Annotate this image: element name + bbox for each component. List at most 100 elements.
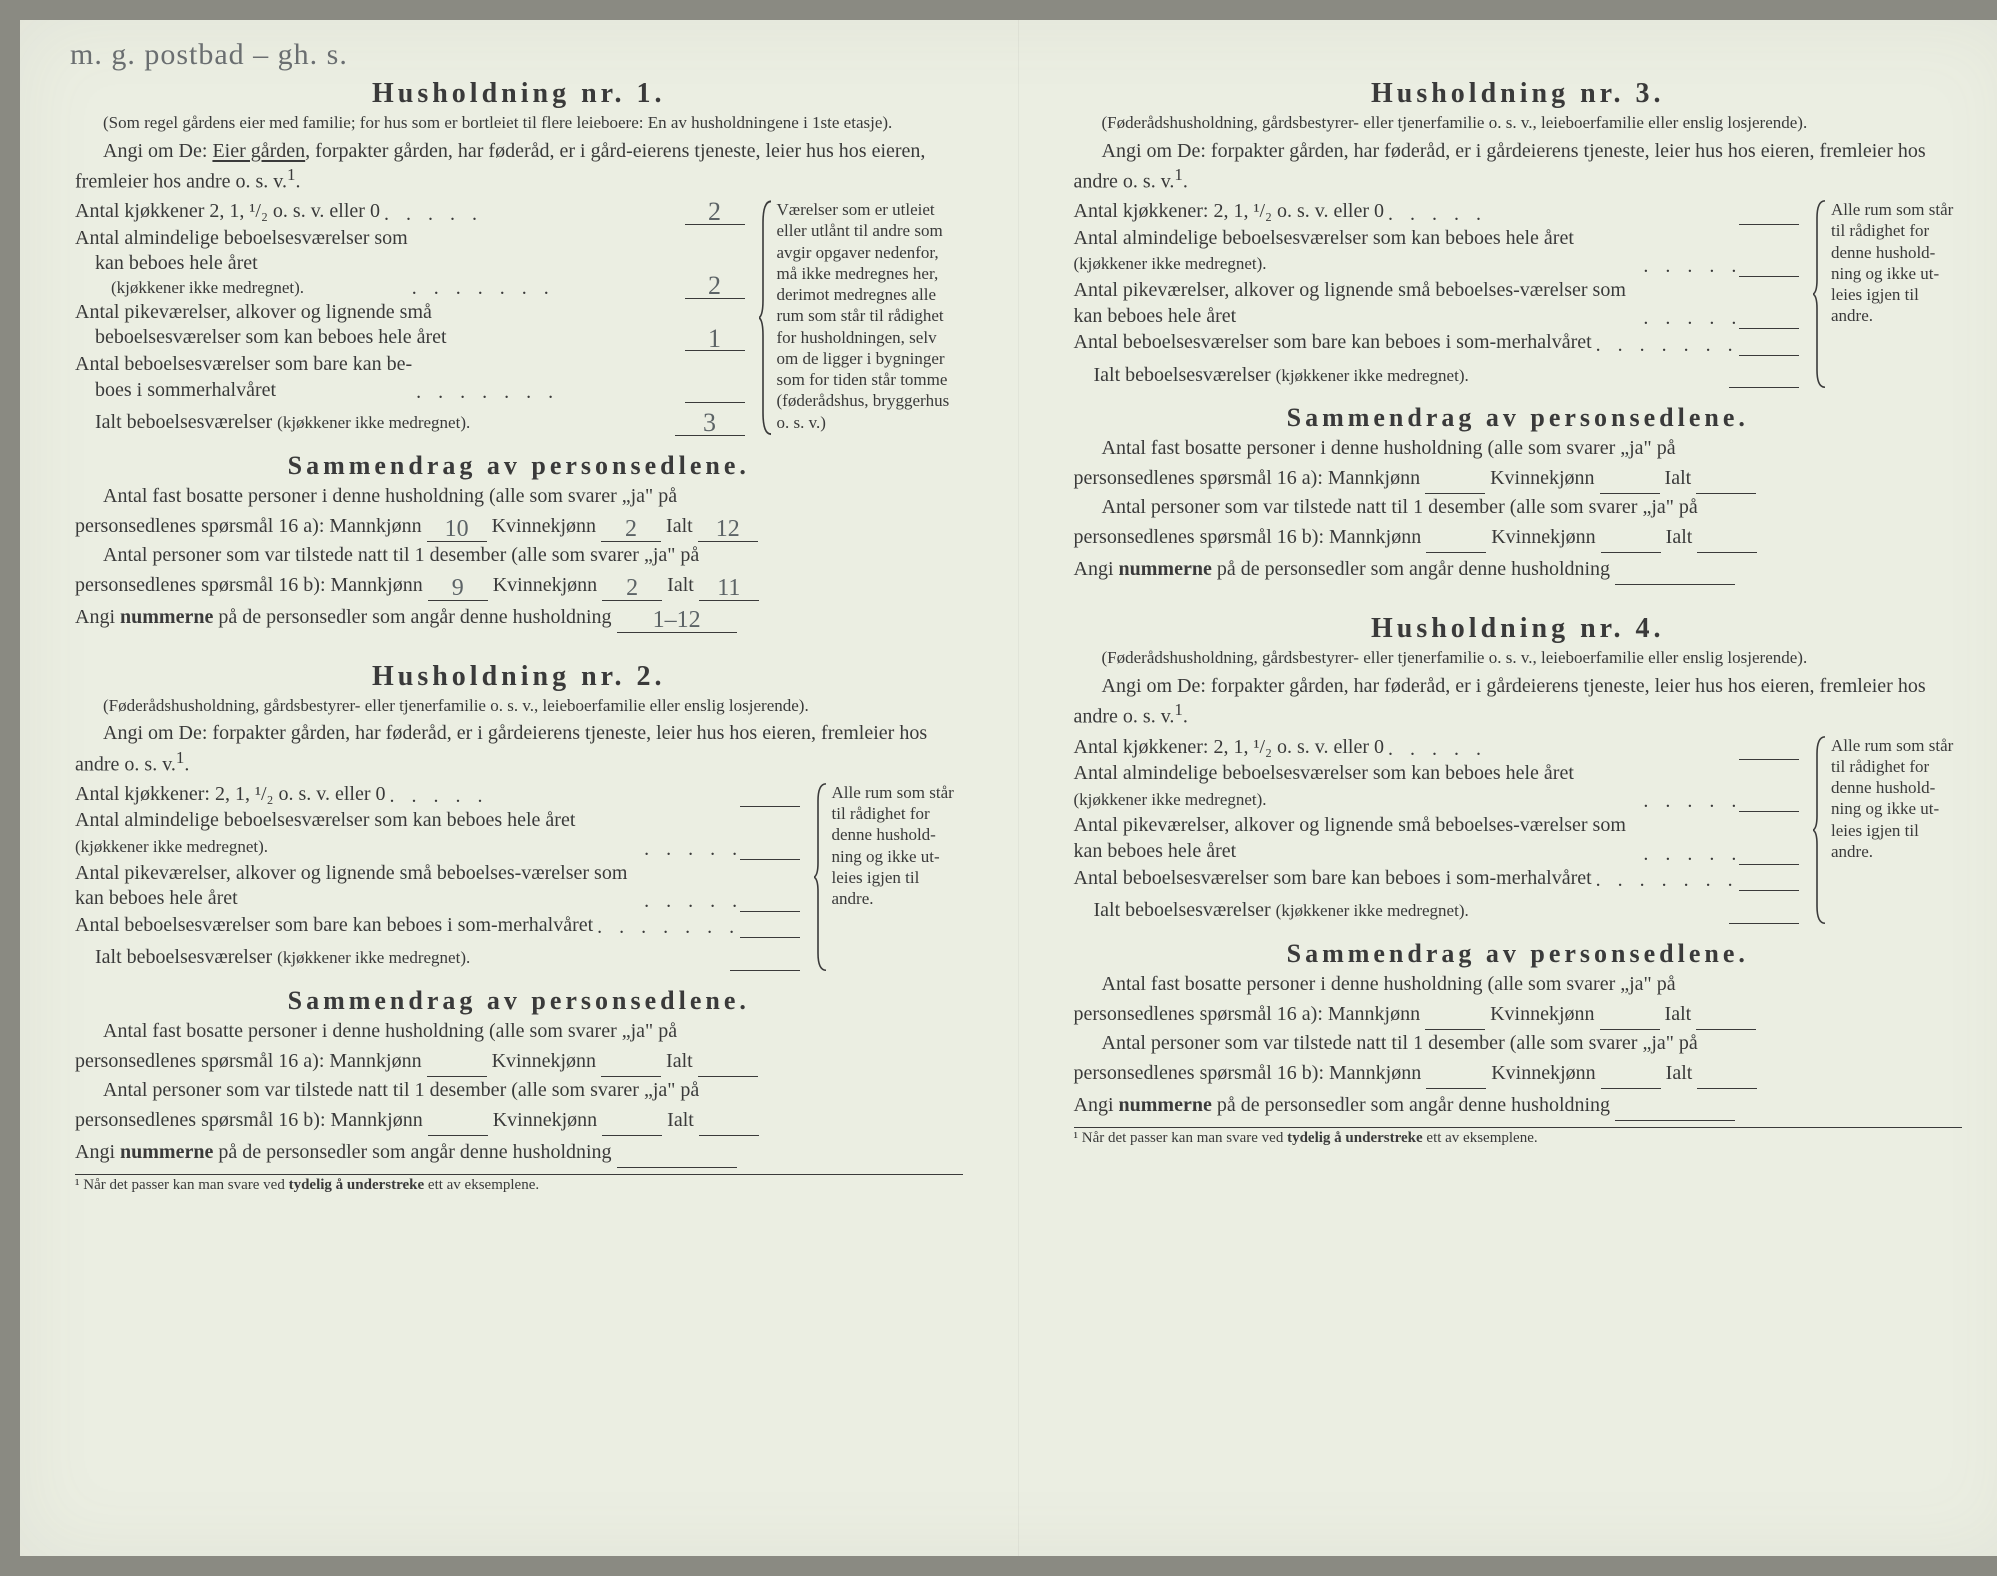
q-summer: Antal beboelsesværelser som bare kan beb… <box>1074 330 1800 356</box>
fill-16a-total[interactable] <box>1696 493 1756 494</box>
q-rooms: Antal almindelige beboelsesværelser som … <box>1074 226 1800 277</box>
summary-fill-1: personsedlenes spørsmål 16 a): Mannkjønn… <box>1074 462 1963 494</box>
q-total: Ialt beboelsesværelser (kjøkkener ikke m… <box>1074 898 1800 924</box>
fill-summer[interactable] <box>740 937 800 938</box>
household-1: Husholdning nr. 1.(Som regel gårdens eie… <box>75 78 963 633</box>
q-maid: Antal pikeværelser, alkover og lignende … <box>1074 813 1800 864</box>
angi-line: Angi om De: forpakter gården, har føderå… <box>1074 673 1963 730</box>
summary-fill-2: personsedlenes spørsmål 16 b): Mannkjønn… <box>75 569 963 601</box>
household-subnote: (Som regel gårdens eier med familie; for… <box>75 112 963 134</box>
q-kitchens: Antal kjøkkener: 2, 1, ¹/₂ o. s. v. elle… <box>1074 735 1800 761</box>
q-kitchens: Antal kjøkkener 2, 1, ¹/₂ o. s. v. eller… <box>75 199 745 225</box>
fill-rooms[interactable] <box>740 859 800 860</box>
household-title: Husholdning nr. 3. <box>1074 78 1963 110</box>
summary-numbers: Angi nummerne på de personsedler som ang… <box>75 601 963 633</box>
fill-rooms[interactable] <box>1739 276 1799 277</box>
fill-summer[interactable] <box>1739 890 1799 891</box>
fill-16a-m[interactable]: 10 <box>427 519 487 542</box>
fill-kitchens[interactable] <box>1739 224 1799 225</box>
summary-line-1: Antal fast bosatte personer i denne hush… <box>1074 435 1963 462</box>
side-note: Værelser som er utleiet eller utlånt til… <box>763 199 963 437</box>
fill-kitchens[interactable]: 2 <box>685 200 745 224</box>
household-title: Husholdning nr. 4. <box>1074 613 1963 645</box>
brace-icon <box>1813 199 1829 389</box>
q-summer: Antal beboelsesværelser som bare kan beb… <box>75 913 800 939</box>
q-maid: Antal pikeværelser, alkover og lignende … <box>75 300 745 351</box>
q-rooms: Antal almindelige beboelsesværelser som … <box>1074 761 1800 812</box>
q-rooms: Antal almindelige beboelsesværelser som … <box>75 226 745 299</box>
fill-maid[interactable] <box>1739 328 1799 329</box>
q-total: Ialt beboelsesværelser (kjøkkener ikke m… <box>75 410 745 436</box>
fill-16a-total[interactable] <box>698 1076 758 1077</box>
fill-kitchens[interactable] <box>1739 759 1799 760</box>
angi-line: Angi om De: forpakter gården, har føderå… <box>75 720 963 777</box>
fill-rooms[interactable] <box>1739 811 1799 812</box>
angi-line: Angi om De: Eier gården, forpakter gårde… <box>75 138 963 195</box>
fill-total[interactable] <box>730 970 800 971</box>
fill-total[interactable] <box>1729 387 1799 388</box>
fill-numbers[interactable] <box>617 1167 737 1168</box>
summary-line-2: Antal personer som var tilstede natt til… <box>75 1077 963 1104</box>
fill-numbers[interactable] <box>1615 1120 1735 1121</box>
fill-maid[interactable] <box>1739 864 1799 865</box>
q-summer: Antal beboelsesværelser som bare kan be-… <box>75 352 745 403</box>
brace-icon <box>1813 735 1829 925</box>
summary-fill-1: personsedlenes spørsmål 16 a): Mannkjønn… <box>75 1045 963 1077</box>
q-kitchens: Antal kjøkkener: 2, 1, ¹/₂ o. s. v. elle… <box>75 782 800 808</box>
brace-icon <box>814 782 830 972</box>
footnote: ¹ Når det passer kan man svare ved tydel… <box>1074 1130 1963 1147</box>
summary-title: Sammendrag av personsedlene. <box>75 451 963 481</box>
q-summer: Antal beboelsesværelser som bare kan beb… <box>1074 866 1800 892</box>
summary-fill-2: personsedlenes spørsmål 16 b): Mannkjønn… <box>1074 521 1963 553</box>
fill-numbers[interactable]: 1–12 <box>617 610 737 633</box>
fill-total[interactable] <box>1729 923 1799 924</box>
divider <box>1074 1127 1963 1128</box>
summary-fill-1: personsedlenes spørsmål 16 a): Mannkjønn… <box>75 510 963 542</box>
fill-total[interactable]: 3 <box>675 411 745 435</box>
fill-kitchens[interactable] <box>740 806 800 807</box>
fill-summer[interactable] <box>685 402 745 403</box>
fill-summer[interactable] <box>1739 355 1799 356</box>
rooms-block: Antal kjøkkener: 2, 1, ¹/₂ o. s. v. elle… <box>1074 735 1963 925</box>
fill-numbers[interactable] <box>1615 584 1735 585</box>
footnote-end: ett av eksemplene. <box>424 1177 539 1193</box>
summary-title: Sammendrag av personsedlene. <box>1074 939 1963 969</box>
q-maid: Antal pikeværelser, alkover og lignende … <box>1074 278 1800 329</box>
household-title: Husholdning nr. 1. <box>75 78 963 110</box>
fill-16b-k[interactable]: 2 <box>602 578 662 601</box>
fill-rooms[interactable]: 2 <box>685 274 745 298</box>
fill-maid[interactable] <box>740 911 800 912</box>
summary-title: Sammendrag av personsedlene. <box>1074 403 1963 433</box>
side-note: Alle rum som står til rådighet for denne… <box>818 782 963 972</box>
side-note: Alle rum som står til rådighet for denne… <box>1817 199 1962 389</box>
fill-maid[interactable]: 1 <box>685 327 745 351</box>
q-total: Ialt beboelsesværelser (kjøkkener ikke m… <box>75 945 800 971</box>
summary-line-1: Antal fast bosatte personer i denne hush… <box>75 1018 963 1045</box>
rooms-block: Antal kjøkkener: 2, 1, ¹/₂ o. s. v. elle… <box>1074 199 1963 389</box>
household-4: Husholdning nr. 4.(Føderådshusholdning, … <box>1074 613 1963 1120</box>
summary-line-1: Antal fast bosatte personer i denne hush… <box>75 483 963 510</box>
rooms-block: Antal kjøkkener 2, 1, ¹/₂ o. s. v. eller… <box>75 199 963 437</box>
summary-numbers: Angi nummerne på de personsedler som ang… <box>1074 553 1963 585</box>
census-form-sheet: m. g. postbad – gh. s. Husholdning nr. 1… <box>20 20 1997 1556</box>
footnote-text: ¹ Når det passer kan man svare ved <box>1074 1130 1288 1146</box>
summary-fill-2: personsedlenes spørsmål 16 b): Mannkjønn… <box>75 1104 963 1136</box>
footnote-end: ett av eksemplene. <box>1423 1130 1538 1146</box>
summary-numbers: Angi nummerne på de personsedler som ang… <box>75 1136 963 1168</box>
side-note: Alle rum som står til rådighet for denne… <box>1817 735 1962 925</box>
summary-fill-2: personsedlenes spørsmål 16 b): Mannkjønn… <box>1074 1057 1963 1089</box>
divider <box>75 1174 963 1175</box>
summary-line-2: Antal personer som var tilstede natt til… <box>1074 1030 1963 1057</box>
brace-icon <box>759 199 775 437</box>
summary-fill-1: personsedlenes spørsmål 16 a): Mannkjønn… <box>1074 998 1963 1030</box>
fill-16a-total[interactable]: 12 <box>698 519 758 542</box>
fill-16b-total[interactable]: 11 <box>699 578 759 601</box>
fill-16a-k[interactable]: 2 <box>601 519 661 542</box>
handwritten-annotation: m. g. postbad – gh. s. <box>70 38 348 72</box>
q-kitchens: Antal kjøkkener: 2, 1, ¹/₂ o. s. v. elle… <box>1074 199 1800 225</box>
fill-16a-total[interactable] <box>1696 1029 1756 1030</box>
summary-title: Sammendrag av personsedlene. <box>75 986 963 1016</box>
footnote: ¹ Når det passer kan man svare ved tydel… <box>75 1177 963 1194</box>
summary-line-2: Antal personer som var tilstede natt til… <box>75 542 963 569</box>
fill-16b-m[interactable]: 9 <box>428 578 488 601</box>
